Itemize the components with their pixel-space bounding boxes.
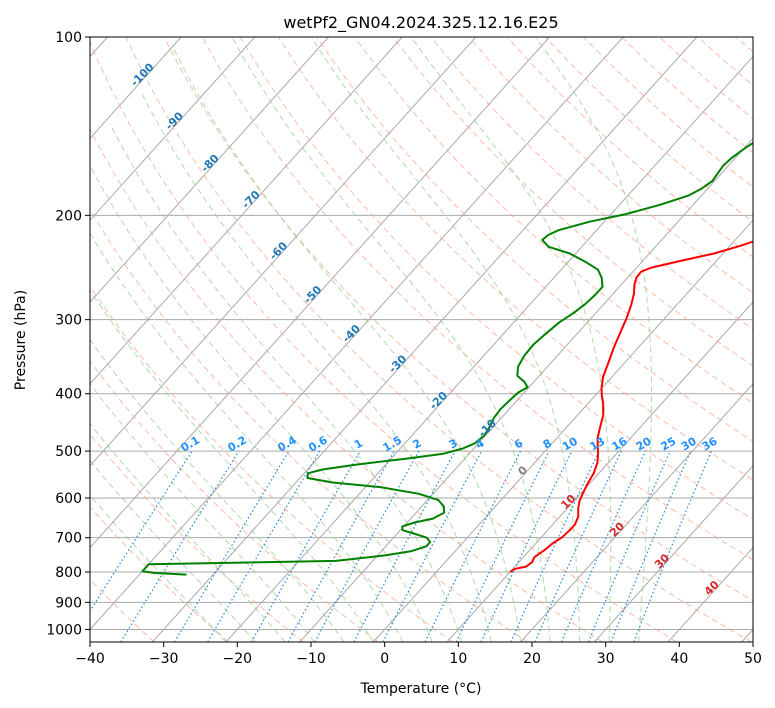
x-tick-label: 40: [670, 651, 688, 667]
y-tick-label: 1000: [46, 622, 82, 638]
isotherm-line: [90, 37, 550, 549]
mixing-ratio-line: [424, 450, 522, 642]
x-axis-title: Temperature (°C): [360, 681, 482, 697]
dry-adiabat: [90, 433, 304, 642]
isotherm-line: [593, 464, 753, 642]
dry-adiabat: [90, 506, 230, 642]
dry-adiabat: [201, 37, 753, 561]
dry-adiabat: [277, 37, 753, 481]
mixing-ratio-line: [534, 450, 622, 642]
isotherm-line: [90, 37, 256, 221]
moist-adiabat: [90, 232, 404, 642]
y-tick-label: 800: [55, 565, 82, 581]
chart-title: wetPf2_GN04.2024.325.12.16.E25: [283, 13, 558, 33]
y-tick-label: 600: [55, 491, 82, 507]
y-tick-label: 200: [55, 208, 82, 224]
isotherm-line: [372, 219, 753, 642]
moist-adiabat: [90, 289, 374, 642]
dry-adiabat: [392, 37, 753, 367]
x-tick-label: −40: [75, 651, 105, 667]
y-tick-label: 500: [55, 444, 82, 460]
mixing-ratio-line: [287, 450, 395, 642]
isotherm-line: [446, 301, 753, 642]
y-tick-label: 700: [55, 531, 82, 547]
isotherm-line: [90, 37, 403, 385]
x-tick-label: −30: [149, 651, 179, 667]
isotherm-line: [90, 37, 477, 467]
moist-adiabat: [90, 338, 345, 642]
mixing-ratio-lines: [90, 450, 712, 642]
y-tick-label: 100: [55, 30, 82, 46]
axis-ticks: −40 −30 −20 −10 0 10 20 30 40 50 100 200 300 400 500 60…: [46, 30, 762, 667]
x-tick-label: 10: [449, 651, 467, 667]
dry-adiabats: [90, 37, 753, 642]
dry-adiabat: [90, 41, 678, 642]
mixing-ratio-line: [120, 450, 240, 642]
x-tick-label: 20: [523, 651, 541, 667]
mixing-ratio-line: [588, 450, 671, 642]
dry-adiabat: [354, 37, 753, 404]
isotherm-line: [299, 137, 753, 642]
y-tick-label: 300: [55, 313, 82, 329]
mixing-ratio-line: [90, 450, 193, 613]
dry-adiabat: [90, 208, 528, 642]
moist-adiabat: [90, 422, 286, 642]
x-tick-label: 30: [597, 651, 615, 667]
moist-adiabat: [141, 94, 492, 642]
y-tick-label: 900: [55, 595, 82, 611]
isotherm-line: [225, 55, 753, 642]
y-tick-label: 400: [55, 387, 82, 403]
grid-lines: [90, 37, 753, 642]
dry-adiabat: [239, 37, 753, 520]
dry-adiabat: [90, 578, 155, 642]
isotherm-line: [90, 37, 329, 303]
dry-adiabat: [163, 37, 753, 602]
moist-adiabat: [534, 37, 652, 642]
sounding-series: [141, 141, 753, 576]
dry-adiabat: [316, 37, 753, 442]
moist-adiabat: [109, 123, 463, 642]
x-tick-label: 50: [744, 651, 762, 667]
dry-adiabat: [90, 285, 454, 642]
moist-adiabats: [90, 37, 652, 642]
x-tick-label: 0: [380, 651, 389, 667]
dry-adiabat: [125, 37, 752, 642]
mixing-ratio-line: [560, 450, 647, 642]
moist-adiabat: [90, 382, 315, 642]
isotherm-line: [90, 37, 624, 631]
x-tick-label: −10: [296, 651, 326, 667]
dry-adiabat: [90, 127, 603, 642]
mixing-ratio-line: [610, 450, 692, 642]
mixing-ratio-line: [314, 450, 420, 642]
moist-adiabat: [90, 494, 227, 642]
x-tick-label: −20: [223, 651, 253, 667]
moist-adiabat: [90, 164, 433, 642]
mixing-ratio-line: [633, 450, 712, 642]
y-axis-title: Pressure (hPa): [13, 290, 29, 390]
moist-adiabat: [310, 37, 581, 642]
moist-adiabat: [410, 37, 612, 642]
moist-adiabat: [173, 49, 522, 642]
moist-adiabat: [231, 37, 551, 642]
isotherm-line: [520, 383, 753, 642]
temperature-line: [509, 240, 753, 573]
mixing-ratio-line: [353, 450, 456, 642]
dewpoint-line: [141, 141, 753, 576]
plot-frame: [89, 36, 754, 643]
